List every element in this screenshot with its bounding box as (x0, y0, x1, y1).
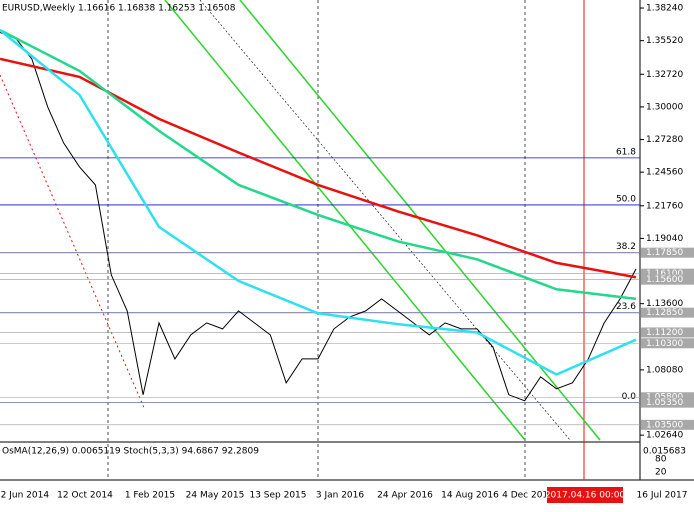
level-box (641, 307, 694, 318)
date-highlight (547, 487, 623, 503)
level-box (641, 338, 694, 349)
level-label: 1.05350 (646, 398, 683, 408)
date-label: 24 Apr 2016 (377, 491, 433, 501)
y-tick-label: 1.19040 (646, 234, 683, 244)
level-label: 1.03500 (646, 420, 683, 430)
y-tick-label: 1.21760 (646, 201, 683, 211)
indicator-tick: 80 (655, 455, 667, 465)
date-labels: 12 Jun 2014 12 Oct 2014 1 Feb 2015 24 Ma… (0, 487, 687, 503)
date-label: 16 Jul 2017 (637, 491, 688, 501)
level-box (641, 327, 694, 338)
trend-dashed-red (0, 74, 146, 411)
level-box (641, 419, 694, 430)
level-label: 1.11200 (646, 328, 683, 338)
date-label: 12 Jun 2014 (0, 491, 49, 501)
level-box (641, 268, 694, 279)
fib-label: 38.2 (616, 242, 636, 252)
level-label: 1.12850 (646, 308, 683, 318)
date-label: 2017.04.16 00:00 (545, 491, 626, 501)
y-tick-label: 1.08080 (646, 365, 683, 375)
y-tick-label: 1.35520 (646, 36, 683, 46)
fib-label: 50.0 (616, 194, 636, 204)
level-box (641, 274, 694, 285)
level-label: 1.17850 (646, 248, 683, 258)
date-label: 14 Aug 2016 (441, 491, 499, 501)
y-tick-label: 1.13600 (646, 299, 683, 309)
level-box (641, 392, 694, 403)
indicator-title: OsMA(12,26,9) 0.0065119 Stoch(5,3,3) 94.… (2, 447, 259, 457)
date-label: 1 Feb 2015 (125, 491, 175, 501)
fib-label: 23.6 (616, 302, 636, 312)
y-tick-label: 1.30000 (646, 102, 683, 112)
y-tick-label: 1.27280 (646, 135, 683, 145)
price-line (0, 32, 637, 402)
vertical-grid (107, 0, 526, 480)
date-label: 3 Jan 2016 (316, 491, 364, 501)
fib-label: 61.8 (616, 147, 636, 157)
y-tick-label: 1.38240 (646, 4, 683, 14)
moving-average (0, 28, 637, 301)
date-label: 4 Dec 2016 (502, 491, 554, 501)
level-label: 1.16100 (646, 269, 683, 279)
y-tick-label: 1.02640 (646, 431, 683, 441)
chart-title: EURUSD,Weekly 1.16616 1.16838 1.16253 1.… (2, 4, 236, 14)
moving-average (0, 29, 637, 376)
indicator-tick: 20 (655, 468, 667, 478)
date-label: 12 Oct 2014 (57, 491, 113, 501)
level-box (641, 247, 694, 258)
level-label: 1.15600 (646, 275, 683, 285)
date-label: 13 Sep 2015 (249, 491, 306, 501)
y-tick-label: 1.32720 (646, 70, 683, 80)
y-tick-label: 1.24560 (646, 168, 683, 178)
level-box (641, 397, 694, 408)
date-label: 24 May 2015 (186, 491, 245, 501)
trend-line (164, 0, 526, 441)
level-label: 1.10300 (646, 339, 683, 349)
indicator-tick: 0.015683 (643, 447, 686, 457)
